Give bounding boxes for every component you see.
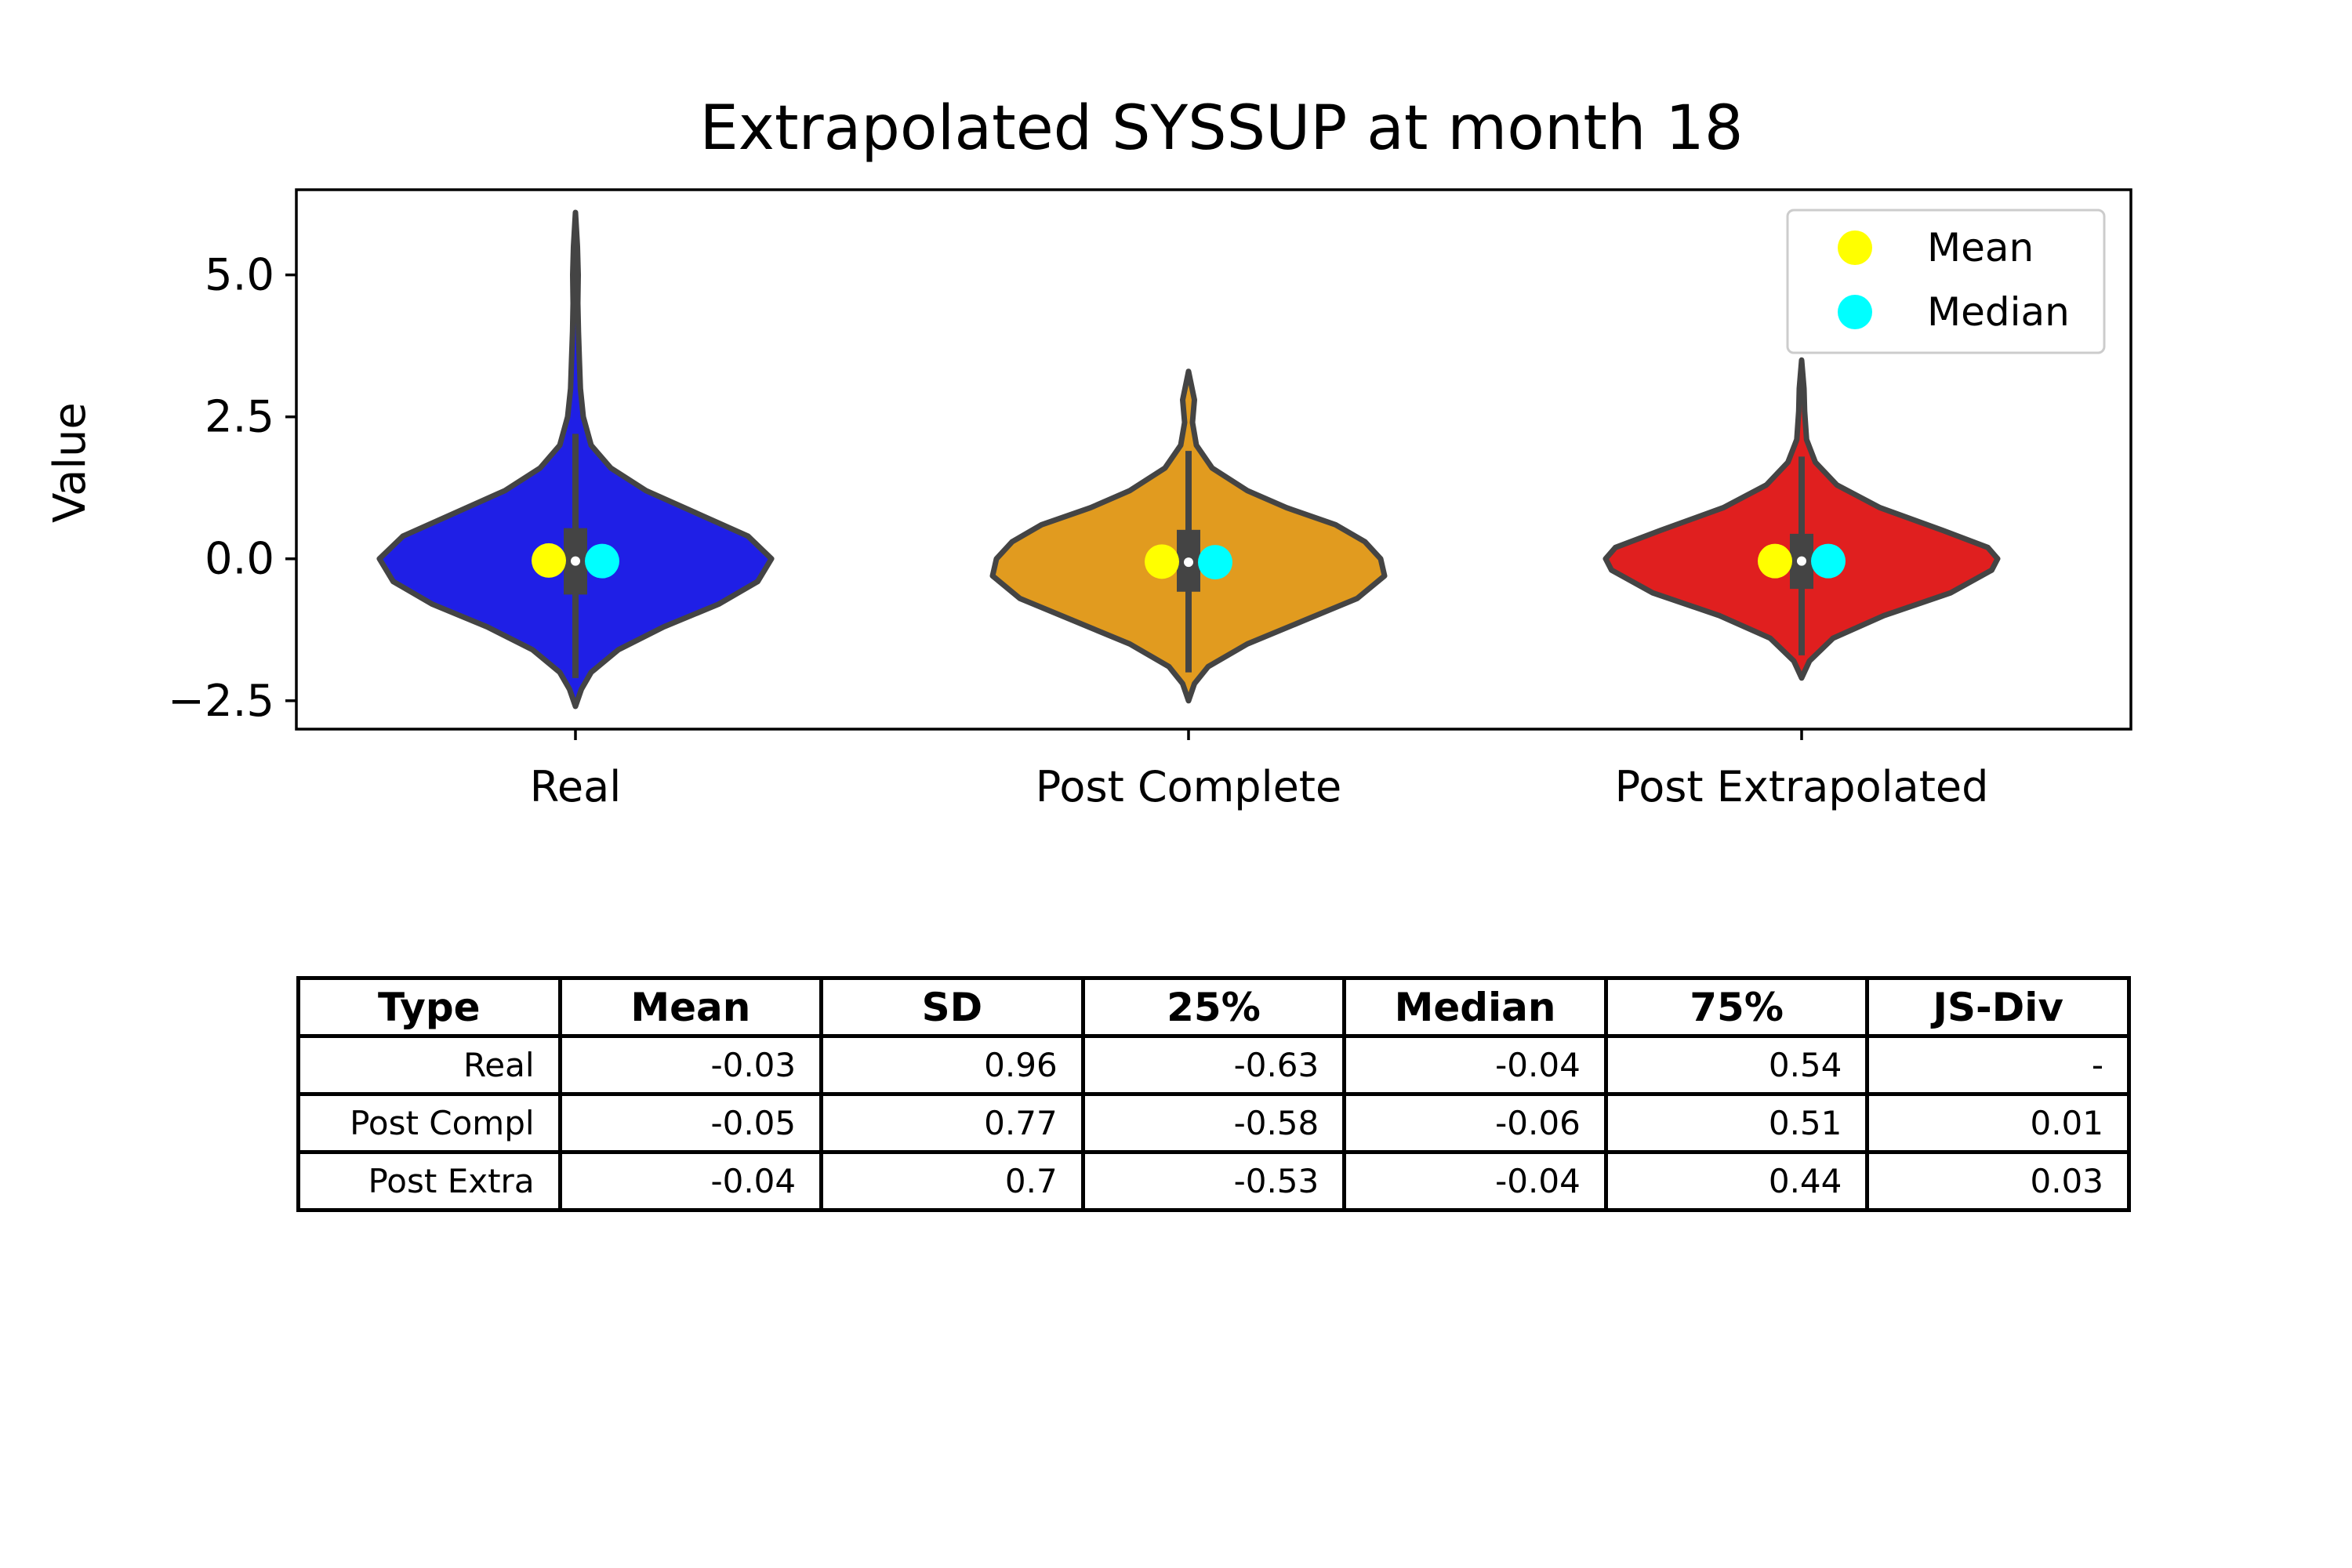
- mean-marker: [1758, 543, 1792, 579]
- violin-median-dot: [571, 556, 580, 566]
- column-header: Median: [1342, 976, 1608, 1038]
- table-cell: 0.7: [819, 1150, 1085, 1212]
- y-tick-label: 0.0: [205, 534, 274, 585]
- column-header: Type: [296, 976, 562, 1038]
- x-tick-label: Post Complete: [1036, 762, 1341, 811]
- table-cell: -0.03: [557, 1034, 824, 1096]
- table-cell: -0.06: [1342, 1092, 1608, 1154]
- x-tick-label: Post Extrapolated: [1615, 762, 1989, 811]
- table-cell: -0.04: [1342, 1150, 1608, 1212]
- mean-marker: [1145, 544, 1179, 579]
- plot-frame: [295, 188, 2132, 731]
- x-tick-label: Real: [530, 762, 621, 811]
- legend: Mean Median: [1786, 209, 2106, 354]
- table-cell: -0.58: [1080, 1092, 1347, 1154]
- y-tick-label: 2.5: [205, 392, 274, 443]
- x-axis-ticks: Real Post Complete Post Extrapolated: [530, 729, 1989, 811]
- table-cell: -0.53: [1080, 1150, 1347, 1212]
- table-cell: 0.51: [1603, 1092, 1870, 1154]
- y-axis-ticks: −2.5 0.0 2.5 5.0: [168, 250, 296, 727]
- legend-marker: [1838, 230, 1872, 265]
- table-cell: 0.03: [1865, 1150, 2131, 1212]
- y-axis-label: Value: [45, 402, 96, 523]
- column-header: SD: [819, 976, 1085, 1038]
- stats-table: Type Mean SD 25% Median 75% JS-Div Real …: [296, 976, 2131, 1212]
- table-cell: -0.05: [557, 1092, 824, 1154]
- y-tick-label: 5.0: [205, 250, 274, 301]
- violin-median-dot: [1184, 557, 1193, 568]
- column-header: 75%: [1603, 976, 1870, 1038]
- violin-median-dot: [1797, 556, 1806, 566]
- y-tick-label: −2.5: [168, 676, 274, 727]
- column-header: 25%: [1080, 976, 1347, 1038]
- legend-marker: [1838, 295, 1872, 329]
- table-cell: 0.77: [819, 1092, 1085, 1154]
- violins-group: [376, 209, 2001, 710]
- table-cell: Real: [296, 1034, 562, 1096]
- table-cell: -: [1865, 1034, 2131, 1096]
- table-header-row: Type Mean SD 25% Median 75% JS-Div: [296, 976, 2131, 1038]
- median-marker: [1198, 545, 1232, 580]
- table-row: Post Extra -0.04 0.7 -0.53 -0.04 0.44 0.…: [296, 1150, 2131, 1212]
- legend-label: Median: [1927, 289, 2070, 335]
- table-cell: 0.96: [819, 1034, 1085, 1096]
- chart-title: Extrapolated SYSSUP at month 18: [700, 93, 1744, 164]
- median-marker: [1811, 543, 1846, 579]
- table-cell: 0.44: [1603, 1150, 1870, 1212]
- column-header: Mean: [557, 976, 824, 1038]
- mean-marker: [532, 543, 566, 578]
- median-marker: [585, 543, 619, 579]
- table-cell: -0.04: [557, 1150, 824, 1212]
- table-cell: -0.63: [1080, 1034, 1347, 1096]
- table-row: Post Compl -0.05 0.77 -0.58 -0.06 0.51 0…: [296, 1092, 2131, 1154]
- table-cell: -0.04: [1342, 1034, 1608, 1096]
- table-row: Real -0.03 0.96 -0.63 -0.04 0.54 -: [296, 1034, 2131, 1096]
- legend-label: Mean: [1927, 225, 2034, 270]
- table-cell: 0.01: [1865, 1092, 2131, 1154]
- table-cell: 0.54: [1603, 1034, 1870, 1096]
- table-cell: Post Extra: [296, 1150, 562, 1212]
- column-header: JS-Div: [1865, 976, 2131, 1038]
- table-cell: Post Compl: [296, 1092, 562, 1154]
